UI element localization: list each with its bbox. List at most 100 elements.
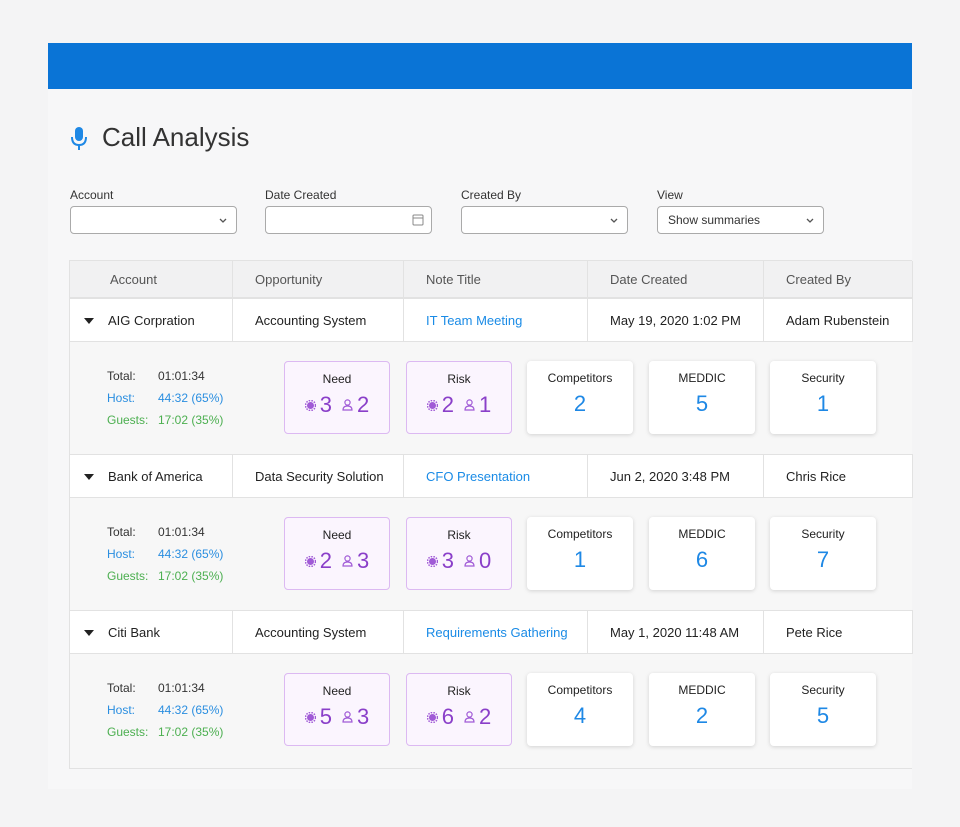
person-icon xyxy=(464,555,475,567)
stat-label: Total: xyxy=(107,681,136,695)
cell-text: May 19, 2020 1:02 PM xyxy=(610,313,741,328)
note-link[interactable]: CFO Presentation xyxy=(404,454,588,498)
card-value: 7 xyxy=(816,547,830,572)
summary-card[interactable]: Risk 3 0 xyxy=(406,517,512,590)
stat-label: Guests: xyxy=(107,569,149,583)
summary-card[interactable]: MEDDIC 5 xyxy=(649,361,755,434)
table-cell: Bank of America xyxy=(70,454,233,498)
summary-card[interactable]: Security 7 xyxy=(770,517,876,590)
cell-text: Chris Rice xyxy=(786,469,846,484)
summary-card[interactable]: Need 5 3 xyxy=(284,673,390,746)
card-label: Security xyxy=(801,371,845,385)
table-cell: Accounting System xyxy=(233,610,404,654)
expand-toggle[interactable] xyxy=(84,630,94,636)
cell-text: Citi Bank xyxy=(108,625,161,640)
cell-text: AIG Corpration xyxy=(108,313,195,328)
summary-card[interactable]: Need 3 2 xyxy=(284,361,390,434)
table-cell: May 1, 2020 11:48 AM xyxy=(588,610,764,654)
summary-card[interactable]: Competitors 2 xyxy=(527,361,633,434)
people-count: 3 xyxy=(357,704,370,729)
card-label: Competitors xyxy=(547,371,613,385)
table-cell: Adam Rubenstein xyxy=(764,298,913,342)
stat-value: 01:01:34 xyxy=(158,681,205,695)
note-link[interactable]: Requirements Gathering xyxy=(404,610,588,654)
person-icon xyxy=(464,399,475,411)
filter-select[interactable] xyxy=(461,206,628,234)
filter-select[interactable] xyxy=(70,206,237,234)
filter-select[interactable] xyxy=(265,206,432,234)
people-count: 2 xyxy=(357,392,370,417)
expand-toggle[interactable] xyxy=(84,318,94,324)
stat-value: 17:02 (35%) xyxy=(158,413,224,427)
card-value: 2 xyxy=(695,703,709,728)
cell-text: May 1, 2020 11:48 AM xyxy=(610,625,740,640)
stat-value: 01:01:34 xyxy=(158,369,205,383)
summary-card[interactable]: Need 2 3 xyxy=(284,517,390,590)
summary-card[interactable]: Risk 6 2 xyxy=(406,673,512,746)
table-cell: Pete Rice xyxy=(764,610,913,654)
stat-label: Host: xyxy=(107,391,136,405)
cell-text[interactable]: Requirements Gathering xyxy=(426,625,568,640)
chevron-icon xyxy=(610,218,618,223)
need-count: 3 xyxy=(441,548,454,573)
summary-card[interactable]: Security 1 xyxy=(770,361,876,434)
cell-text: Pete Rice xyxy=(786,625,843,640)
summary-card[interactable]: Security 5 xyxy=(770,673,876,746)
card-label: MEDDIC xyxy=(678,527,726,541)
card-label: MEDDIC xyxy=(678,683,726,697)
note-link[interactable]: IT Team Meeting xyxy=(404,298,588,342)
summary-card[interactable]: Competitors 1 xyxy=(527,517,633,590)
chevron-icon xyxy=(806,218,814,223)
top-bar xyxy=(48,43,912,89)
filter-label: Date Created xyxy=(265,188,337,202)
card-label: Competitors xyxy=(547,683,613,697)
need-icon xyxy=(426,555,438,567)
stat-label: Total: xyxy=(107,525,136,539)
card-label: Need xyxy=(322,372,352,386)
table-cell: Jun 2, 2020 3:48 PM xyxy=(588,454,764,498)
table-cell: Citi Bank xyxy=(70,610,233,654)
summary-card[interactable]: Risk 2 1 xyxy=(406,361,512,434)
summary-card[interactable]: Competitors 4 xyxy=(527,673,633,746)
need-icon xyxy=(426,399,438,411)
card-label: Need xyxy=(322,684,352,698)
summary-card[interactable]: MEDDIC 2 xyxy=(649,673,755,746)
stat-value: 01:01:34 xyxy=(158,525,205,539)
chevron-icon xyxy=(219,218,227,223)
card-value: 1 xyxy=(573,547,587,572)
person-icon xyxy=(342,399,353,411)
need-icon xyxy=(304,711,316,723)
filter-select[interactable]: Show summaries xyxy=(657,206,824,234)
cell-text: Accounting System xyxy=(255,313,367,328)
summary-card[interactable]: MEDDIC 6 xyxy=(649,517,755,590)
cell-text[interactable]: IT Team Meeting xyxy=(426,313,523,328)
card-value: 2 xyxy=(573,391,587,416)
column-header: Date Created xyxy=(588,261,764,298)
page-title: Call Analysis xyxy=(102,122,250,152)
card-label: Security xyxy=(801,527,845,541)
card-value: 4 xyxy=(573,703,587,728)
table-cell: AIG Corpration xyxy=(70,298,233,342)
filter-label: View xyxy=(657,188,683,202)
person-icon xyxy=(464,711,475,723)
people-count: 2 xyxy=(479,704,492,729)
need-count: 2 xyxy=(319,548,332,573)
need-count: 3 xyxy=(319,392,332,417)
card-label: Risk xyxy=(447,684,471,698)
need-count: 6 xyxy=(441,704,454,729)
stat-label: Guests: xyxy=(107,413,149,427)
filter-label: Account xyxy=(70,188,114,202)
column-header: Opportunity xyxy=(233,261,404,298)
need-icon xyxy=(304,555,316,567)
table-cell: Chris Rice xyxy=(764,454,913,498)
card-value: 6 xyxy=(695,547,709,572)
table: Account Opportunity Note Title Date Created… xyxy=(69,260,913,769)
stat-value: 17:02 (35%) xyxy=(158,725,224,739)
expand-toggle[interactable] xyxy=(84,474,94,480)
need-count: 2 xyxy=(441,392,454,417)
cell-text[interactable]: CFO Presentation xyxy=(426,469,531,484)
